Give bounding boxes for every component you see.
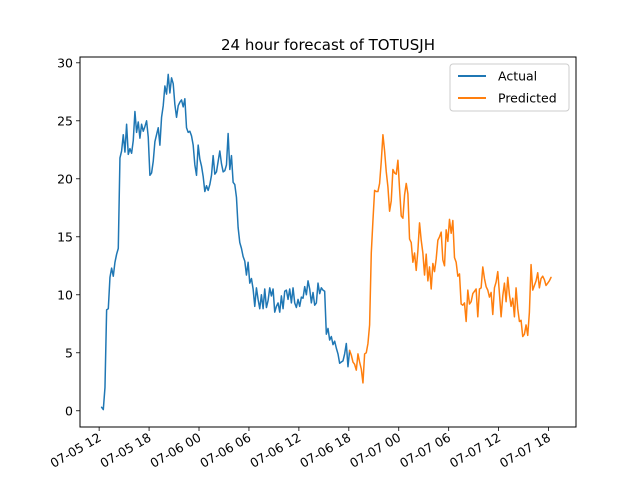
legend: Actual Predicted — [449, 63, 570, 112]
y-axis: 0 5 10 15 20 25 30 — [57, 55, 80, 418]
y-tick-label: 5 — [65, 345, 73, 360]
chart-title: 24 hour forecast of TOTUSJH — [221, 36, 435, 54]
y-tick-label: 25 — [57, 113, 73, 128]
legend-label-predicted: Predicted — [498, 91, 557, 106]
plot-area — [100, 73, 552, 411]
y-tick-label: 20 — [57, 171, 73, 186]
plot-frame — [79, 56, 577, 428]
legend-label-actual: Actual — [498, 69, 537, 84]
y-tick-label: 15 — [57, 229, 73, 244]
y-tick-label: 0 — [65, 403, 73, 418]
y-tick-label: 30 — [57, 55, 73, 70]
y-tick-label: 10 — [57, 287, 73, 302]
series-line-actual — [100, 73, 351, 411]
series-line-predicted — [348, 133, 552, 384]
